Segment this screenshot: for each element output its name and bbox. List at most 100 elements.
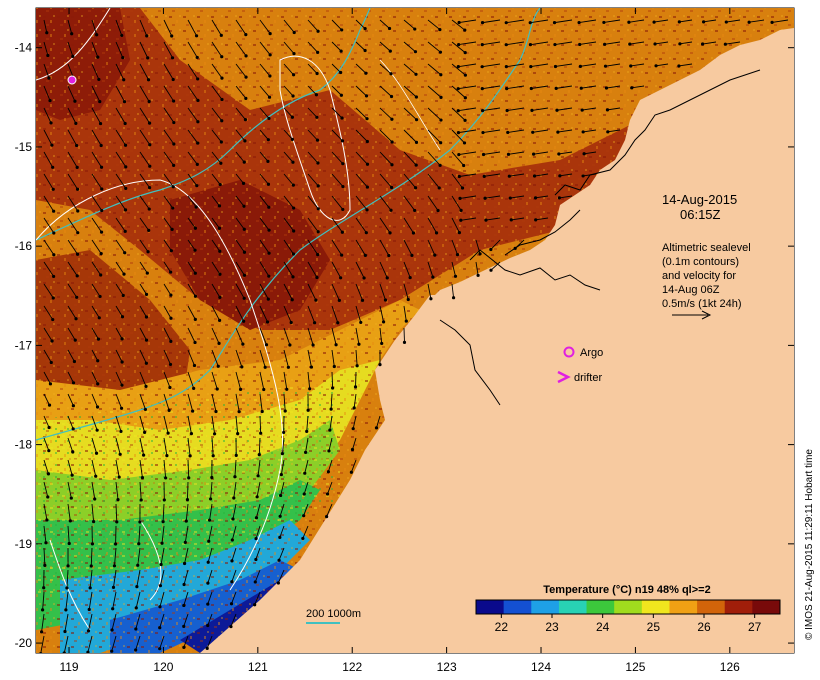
- velocity-arrow-head: [553, 64, 558, 69]
- velocity-arrow-head: [86, 650, 90, 653]
- velocity-arrow: [67, 371, 74, 384]
- velocity-arrow-head: [120, 33, 124, 38]
- velocity-arrow: [259, 195, 270, 208]
- velocity-arrow: [254, 591, 261, 605]
- velocity-arrow-head: [65, 586, 69, 590]
- velocity-arrow: [355, 283, 363, 301]
- velocity-arrow: [187, 151, 198, 165]
- velocity-arrow-head: [44, 541, 48, 545]
- velocity-arrow: [163, 261, 172, 273]
- velocity-arrow-head: [312, 321, 317, 325]
- velocity-arrow: [88, 591, 93, 610]
- velocity-arrow-head: [578, 64, 583, 68]
- velocity-arrow: [115, 305, 123, 317]
- velocity-arrow: [331, 195, 344, 210]
- velocity-arrow-head: [364, 71, 368, 75]
- velocity-arrow-head: [162, 498, 166, 502]
- velocity-arrow-head: [99, 165, 104, 169]
- velocity-arrow: [355, 85, 367, 97]
- velocity-arrow: [187, 327, 196, 343]
- velocity-arrow-head: [280, 451, 284, 456]
- velocity-arrow-head: [161, 520, 165, 524]
- velocity-arrow-head: [383, 298, 388, 302]
- velocity-arrow-head: [144, 315, 149, 319]
- velocity-arrow-head: [62, 651, 66, 653]
- isobath-1000m: [36, 8, 371, 241]
- velocity-arrow-head: [159, 562, 163, 567]
- velocity-arrow: [161, 525, 165, 544]
- velocity-arrow-head: [532, 152, 536, 156]
- velocity-arrow: [139, 305, 147, 318]
- velocity-arrow: [67, 481, 72, 499]
- colorbar-title: Temperature (°C) n19 48% ql>=2: [543, 584, 710, 596]
- velocity-arrow: [91, 349, 99, 361]
- lon-tick-label: 123: [437, 660, 457, 674]
- velocity-arrow-head: [75, 295, 79, 299]
- velocity-arrow: [427, 63, 442, 76]
- velocity-arrow-head: [137, 542, 141, 546]
- velocity-arrow-head: [195, 55, 199, 60]
- velocity-arrow: [458, 63, 477, 68]
- velocity-arrow-head: [341, 184, 345, 189]
- velocity-arrow-head: [214, 409, 218, 414]
- velocity-arrow: [138, 525, 141, 544]
- velocity-arrow: [482, 129, 501, 133]
- velocity-arrow: [331, 305, 339, 323]
- velocity-arrow-head: [388, 49, 392, 53]
- velocity-arrow: [506, 63, 525, 68]
- velocity-arrow-head: [196, 120, 200, 124]
- velocity-arrow-head: [168, 385, 172, 390]
- velocity-arrow: [187, 437, 191, 456]
- velocity-arrow: [280, 481, 285, 496]
- velocity-arrow: [379, 239, 390, 256]
- velocity-arrow-head: [254, 536, 258, 541]
- velocity-arrow-head: [110, 649, 114, 653]
- velocity-arrow-head: [193, 271, 197, 275]
- velocity-arrow: [403, 195, 416, 211]
- velocity-arrow-head: [196, 77, 200, 81]
- velocity-arrow: [259, 217, 270, 231]
- velocity-arrow-head: [291, 275, 295, 279]
- velocity-arrow: [67, 19, 73, 34]
- velocity-arrow: [379, 41, 391, 52]
- velocity-arrow-head: [314, 298, 318, 302]
- velocity-arrow: [91, 415, 98, 431]
- velocity-arrow: [283, 261, 294, 278]
- velocity-arrow: [209, 503, 213, 521]
- velocity-arrow-head: [230, 580, 234, 584]
- velocity-arrow-head: [172, 142, 176, 146]
- velocity-arrow: [115, 19, 123, 36]
- velocity-arrow: [139, 415, 146, 433]
- velocity-arrow-head: [604, 86, 609, 90]
- velocity-arrow: [379, 195, 392, 211]
- velocity-arrow: [115, 437, 121, 455]
- velocity-arrow-head: [408, 275, 412, 280]
- velocity-arrow-head: [170, 56, 175, 60]
- velocity-arrow: [111, 613, 117, 631]
- velocity-arrow-head: [279, 493, 283, 498]
- colorbar-segment: [503, 600, 532, 614]
- velocity-arrow-head: [603, 64, 608, 68]
- velocity-arrow: [331, 239, 343, 256]
- velocity-arrow-head: [336, 321, 340, 325]
- velocity-arrow: [475, 261, 479, 276]
- velocity-arrow: [403, 283, 409, 300]
- velocity-arrow-head: [457, 152, 461, 157]
- velocity-arrow: [89, 569, 93, 588]
- velocity-arrow-head: [365, 162, 370, 166]
- velocity-arrow: [458, 151, 477, 156]
- velocity-arrow-head: [315, 138, 320, 142]
- velocity-arrow-head: [578, 42, 582, 47]
- velocity-arrow: [485, 217, 501, 221]
- velocity-arrow-head: [628, 42, 632, 46]
- velocity-arrow: [259, 261, 270, 277]
- velocity-arrow-head: [193, 317, 197, 321]
- velocity-arrow-head: [70, 473, 74, 477]
- velocity-arrow: [427, 107, 442, 121]
- velocity-arrow-head: [210, 475, 214, 480]
- velocity-arrow-head: [233, 475, 237, 479]
- velocity-arrow: [187, 305, 196, 320]
- velocity-arrow: [355, 349, 358, 366]
- velocity-arrow-head: [455, 253, 460, 257]
- velocity-arrow: [208, 525, 213, 542]
